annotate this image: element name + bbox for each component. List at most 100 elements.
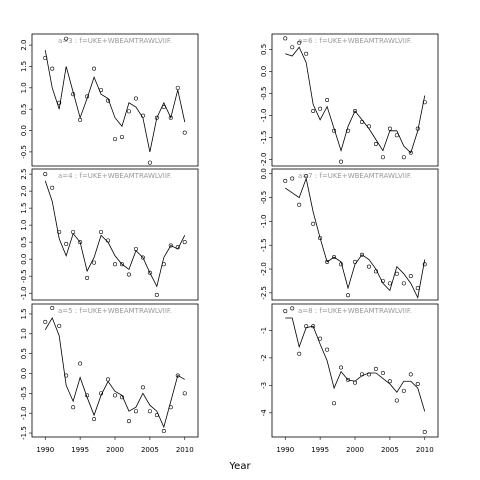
data-point — [311, 221, 316, 226]
x-tick-label: 1990 — [36, 446, 54, 454]
data-point — [339, 365, 344, 370]
data-point — [126, 109, 131, 114]
data-point — [92, 260, 97, 265]
data-point — [401, 388, 406, 393]
x-axis-label: Year — [228, 461, 251, 472]
data-point — [325, 98, 330, 103]
data-point — [318, 236, 323, 241]
data-point — [43, 172, 48, 177]
data-point — [352, 109, 357, 114]
data-point — [154, 292, 159, 297]
fit-line — [44, 180, 186, 288]
panel-title: a=7 : f=UKE+WBEAMTRAWLVIIF. — [298, 172, 412, 180]
fit-line — [285, 46, 426, 154]
data-point — [182, 391, 187, 396]
data-point — [113, 393, 118, 398]
data-point — [92, 417, 97, 422]
data-point — [325, 259, 330, 264]
data-point — [57, 323, 62, 328]
data-point — [380, 155, 385, 160]
data-point — [85, 275, 90, 280]
data-point — [339, 159, 344, 164]
x-tick-label: 1995 — [311, 446, 329, 454]
y-tick-label: 2.0 — [20, 40, 28, 51]
y-tick-label: -0.5 — [20, 386, 28, 400]
y-tick-label: -3 — [260, 382, 268, 389]
data-point — [394, 398, 399, 403]
data-point — [366, 264, 371, 269]
data-point — [394, 271, 399, 276]
fit-line — [44, 50, 186, 152]
y-tick-label: 1.5 — [20, 61, 28, 72]
y-tick-label: 1.0 — [20, 328, 28, 339]
data-point — [99, 229, 104, 234]
fit-line — [285, 177, 426, 299]
data-point — [332, 255, 337, 260]
y-tick-label: -0.5 — [260, 191, 268, 205]
data-point — [422, 430, 427, 435]
y-tick-label: 0.5 — [20, 104, 28, 115]
y-tick-label: 1.0 — [20, 220, 28, 231]
y-tick-label: -0.5 — [20, 269, 28, 283]
y-tick-label: 0.5 — [20, 237, 28, 248]
data-point — [92, 66, 97, 71]
data-point — [175, 85, 180, 90]
data-point — [113, 137, 118, 142]
data-point — [387, 281, 392, 286]
data-point — [346, 128, 351, 133]
data-point — [168, 243, 173, 248]
data-point — [290, 45, 295, 50]
data-point — [43, 319, 48, 324]
y-tick-label: 2.5 — [20, 169, 28, 180]
y-tick-label: 0.0 — [20, 368, 28, 379]
data-point — [113, 262, 118, 267]
data-point — [401, 281, 406, 286]
data-point — [318, 336, 323, 341]
data-point — [297, 202, 302, 207]
data-point — [140, 385, 145, 390]
x-tick-label: 1990 — [276, 446, 294, 454]
data-point — [380, 370, 385, 375]
data-point — [147, 160, 152, 165]
x-tick-label: 2010 — [416, 446, 434, 454]
data-point — [297, 351, 302, 356]
y-tick-label: -2.0 — [260, 262, 268, 276]
fit-line — [285, 317, 426, 412]
panel-frame — [31, 303, 199, 438]
x-tick-label: 2005 — [141, 446, 159, 454]
y-tick-label: -1.0 — [260, 215, 268, 229]
panel-frame — [31, 168, 199, 301]
x-tick-label: 2000 — [346, 446, 364, 454]
y-tick-label: 0.0 — [260, 66, 268, 77]
fit-line — [44, 316, 185, 429]
data-point — [71, 405, 76, 410]
data-point — [408, 150, 413, 155]
data-point — [140, 255, 145, 260]
panel-frame — [31, 33, 199, 167]
data-point — [126, 272, 131, 277]
data-point — [119, 134, 124, 139]
x-tick-label: 2010 — [176, 446, 194, 454]
x-tick-label: 2005 — [381, 446, 399, 454]
data-point — [290, 176, 295, 181]
data-point — [297, 40, 302, 45]
panel-frame — [271, 168, 439, 301]
data-point — [387, 379, 392, 384]
data-point — [50, 305, 55, 310]
data-point — [119, 262, 124, 267]
panel-title: a=3 : f=UKE+WBEAMTRAWLVIIF. — [58, 37, 172, 45]
data-point — [373, 142, 378, 147]
data-point — [147, 270, 152, 275]
panel-title: a=6 : f=UKE+WBEAMTRAWLVIIF. — [298, 37, 412, 45]
panel-title: a=4 : f=UKE+WBEAMTRAWLVIIF. — [58, 172, 172, 180]
y-tick-label: -1.0 — [20, 286, 28, 300]
y-tick-label: -0.5 — [20, 145, 28, 159]
y-tick-label: -2 — [260, 354, 268, 361]
data-point — [283, 36, 288, 41]
data-point — [422, 262, 427, 267]
data-point — [387, 126, 392, 131]
y-tick-label: -1.0 — [20, 406, 28, 420]
data-point — [182, 130, 187, 135]
data-point — [290, 306, 295, 311]
